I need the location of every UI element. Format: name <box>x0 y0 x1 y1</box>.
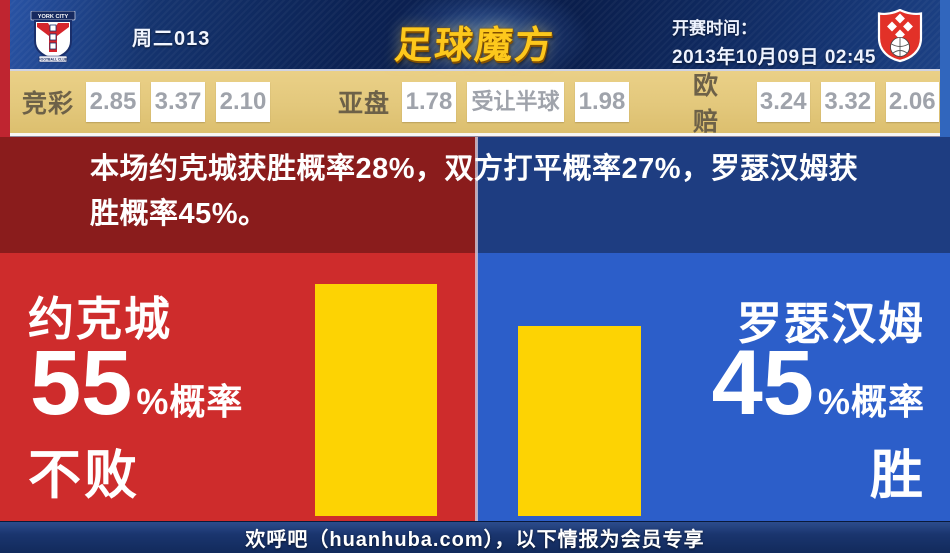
home-team-crest-icon: YORK CITY FOOTBALL CLUB <box>30 11 76 63</box>
away-probability-value: 45 %概率 <box>712 337 925 429</box>
odds-group-jingcai: 竞彩 2.85 3.37 2.10 <box>22 71 281 133</box>
header-bar <box>0 0 950 81</box>
jingcai-away-odds: 2.10 <box>216 82 271 122</box>
match-code: 周二013 <box>132 28 211 50</box>
kickoff-block: 开赛时间： 2013年10月09日 02:45 <box>672 14 876 69</box>
panel-divider <box>475 137 478 521</box>
odds-group-yapan: 亚盘 1.78 受让半球 1.98 <box>338 71 640 133</box>
odds-separator <box>0 133 950 137</box>
home-percent-number: 55 <box>30 332 133 434</box>
away-team-crest-icon <box>877 9 923 63</box>
footer-bar: 欢呼吧（huanhuba.com），以下情报为会员专享 <box>0 521 950 553</box>
home-probability-bar <box>315 284 437 516</box>
yapan-handicap: 受让半球 <box>467 82 565 122</box>
home-percent-suffix: %概率 <box>136 381 244 422</box>
left-edge-stripe <box>0 0 10 137</box>
away-percent-suffix: %概率 <box>817 381 925 422</box>
jingcai-home-odds: 2.85 <box>86 82 141 122</box>
kickoff-time: 2013年10月09日 02:45 <box>672 47 876 68</box>
oupei-home-odds: 3.24 <box>756 82 811 122</box>
home-dark-band <box>0 137 477 253</box>
away-outcome-label: 胜 <box>870 446 925 505</box>
oupei-draw-odds: 3.32 <box>821 82 875 122</box>
main-content: 本场约克城获胜概率28%，双方打平概率27%，罗瑟汉姆获胜概率45%。 约克城 … <box>0 137 950 521</box>
oupei-away-odds: 2.06 <box>885 82 939 122</box>
yapan-away-odds: 1.98 <box>575 82 630 122</box>
odds-group-oupei: 欧赔 3.24 3.32 2.06 <box>693 71 950 136</box>
home-outcome-label: 不败 <box>28 446 140 505</box>
home-crest-ribbon: FOOTBALL CLUB <box>39 58 68 62</box>
away-percent-number: 45 <box>711 332 814 434</box>
home-team-name: 约克城 <box>28 293 172 345</box>
yapan-home-odds: 1.78 <box>402 82 457 122</box>
away-probability-bar <box>518 326 641 516</box>
oupei-label: 欧赔 <box>693 72 720 136</box>
home-probability-value: 55 %概率 <box>30 337 243 429</box>
yapan-label: 亚盘 <box>338 90 391 118</box>
kickoff-label: 开赛时间： <box>672 19 757 38</box>
away-team-name: 罗瑟汉姆 <box>736 298 925 349</box>
jingcai-label: 竞彩 <box>22 90 75 118</box>
away-dark-band <box>477 137 950 253</box>
odds-bar: 竞彩 2.85 3.37 2.10 亚盘 1.78 受让半球 1.98 欧赔 3… <box>0 71 950 136</box>
footer-text: 欢呼吧（huanhuba.com），以下情报为会员专享 <box>245 529 705 551</box>
jingcai-draw-odds: 3.37 <box>151 82 206 122</box>
right-edge-stripe <box>940 0 950 137</box>
match-summary-text: 本场约克城获胜概率28%，双方打平概率27%，罗瑟汉姆获胜概率45%。 <box>90 153 859 230</box>
home-crest-title: YORK CITY <box>38 14 69 20</box>
header-separator <box>0 69 950 71</box>
